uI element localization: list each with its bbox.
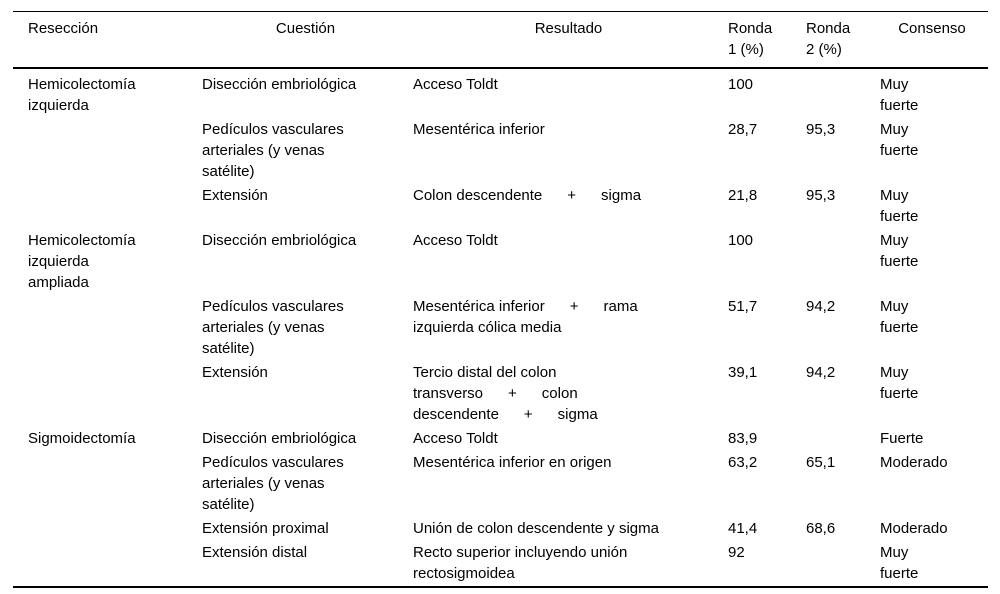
cell-reseccion: Hemicolectomía izquierda ampliada xyxy=(28,232,136,291)
table-header: Resección Cuestión Resultado Ronda 1 (%) Ron… xyxy=(13,11,988,69)
table-row: Pedículos vasculares arteriales (y venas… xyxy=(13,118,988,184)
cell-ronda-1: 100 xyxy=(728,232,754,249)
cell-cuestion: Extensión distal xyxy=(202,544,308,561)
cell-resultado: Mesentérica inferior en origen xyxy=(413,454,612,471)
cell-ronda-2: 68,6 xyxy=(806,520,836,537)
cell-ronda-2 xyxy=(806,427,880,451)
cell-ronda-2: 94,2 xyxy=(806,298,836,315)
cell-resultado: Acceso Toldt xyxy=(413,430,498,447)
cell-cuestion: Extensión xyxy=(202,187,268,204)
cell-ronda-1: 41,4 xyxy=(728,520,758,537)
cell-consenso: Muy fuerte xyxy=(880,298,919,336)
cell-cuestion: Disección embriológica xyxy=(202,76,357,93)
cell-reseccion xyxy=(13,295,202,361)
cell-ronda-1: 100 xyxy=(728,76,754,93)
cell-ronda-1: 51,7 xyxy=(728,298,758,315)
cell-ronda-1: 83,9 xyxy=(728,430,758,447)
cell-consenso: Muy fuerte xyxy=(880,232,919,270)
cell-ronda-2: 95,3 xyxy=(806,121,836,138)
header-row: Resección Cuestión Resultado Ronda 1 (%) Ron… xyxy=(13,11,988,69)
cell-resultado: Acceso Toldt xyxy=(413,76,498,93)
column-header-reseccion: Resección xyxy=(13,11,202,69)
cell-resultado: Unión de colon descendente y sigma xyxy=(413,520,659,537)
cell-reseccion: Sigmoidectomía xyxy=(28,430,136,447)
cell-reseccion xyxy=(13,361,202,427)
cell-reseccion: Hemicolectomía izquierda xyxy=(28,76,136,114)
cell-cuestion: Disección embriológica xyxy=(202,232,357,249)
cell-cuestion: Pedículos vasculares arteriales (y venas… xyxy=(202,121,344,180)
consensus-table: Resección Cuestión Resultado Ronda 1 (%) Ron… xyxy=(13,11,988,588)
cell-ronda-2 xyxy=(806,541,880,587)
cell-resultado: Recto superior incluyendo unión rectosig… xyxy=(413,544,628,582)
cell-consenso: Moderado xyxy=(880,454,948,471)
table-row: Extensión Tercio distal del colon transve… xyxy=(13,361,988,427)
cell-cuestion: Extensión proximal xyxy=(202,520,329,537)
cell-consenso: Muy fuerte xyxy=(880,544,919,582)
cell-ronda-2 xyxy=(806,68,880,118)
cell-consenso: Muy fuerte xyxy=(880,364,919,402)
cell-resultado: Acceso Toldt xyxy=(413,232,498,249)
cell-cuestion: Pedículos vasculares arteriales (y venas… xyxy=(202,298,344,357)
cell-reseccion xyxy=(13,517,202,541)
column-header-consenso: Consenso xyxy=(880,11,988,69)
cell-ronda-1: 63,2 xyxy=(728,454,758,471)
cell-reseccion xyxy=(13,184,202,229)
cell-ronda-2: 95,3 xyxy=(806,187,836,204)
column-header-ronda-1: Ronda 1 (%) xyxy=(728,11,806,69)
cell-consenso: Muy fuerte xyxy=(880,76,919,114)
cell-reseccion xyxy=(13,118,202,184)
column-header-cuestion: Cuestión xyxy=(202,11,413,69)
table-row: Hemicolectomía izquierda Disección embrio… xyxy=(13,68,988,118)
cell-ronda-2: 65,1 xyxy=(806,454,836,471)
table-row: Extensión Colon descendente + sigma 21,8 95… xyxy=(13,184,988,229)
cell-consenso: Muy fuerte xyxy=(880,187,919,225)
table-row: Hemicolectomía izquierda ampliada Disecci… xyxy=(13,229,988,295)
cell-ronda-1: 21,8 xyxy=(728,187,758,204)
table-row: Pedículos vasculares arteriales (y venas… xyxy=(13,295,988,361)
cell-consenso: Muy fuerte xyxy=(880,121,919,159)
cell-ronda-2 xyxy=(806,229,880,295)
column-header-ronda-2: Ronda 2 (%) xyxy=(806,11,880,69)
table-row: Sigmoidectomía Disección embriológica Acce… xyxy=(13,427,988,451)
cell-cuestion: Pedículos vasculares arteriales (y venas… xyxy=(202,454,344,513)
cell-resultado: Colon descendente + sigma xyxy=(413,187,642,204)
column-header-resultado: Resultado xyxy=(413,11,728,69)
cell-ronda-1: 28,7 xyxy=(728,121,758,138)
cell-consenso: Moderado xyxy=(880,520,948,537)
table-row: Extensión proximal Unión de colon descend… xyxy=(13,517,988,541)
table-row: Extensión distal Recto superior incluyend… xyxy=(13,541,988,587)
cell-cuestion: Extensión xyxy=(202,364,268,381)
cell-reseccion xyxy=(13,541,202,587)
cell-ronda-1: 39,1 xyxy=(728,364,758,381)
cell-resultado: Mesentérica inferior + rama izquierda có… xyxy=(413,298,638,336)
cell-ronda-2: 94,2 xyxy=(806,364,836,381)
cell-resultado: Tercio distal del colon transverso + col… xyxy=(413,364,598,423)
cell-reseccion xyxy=(13,451,202,517)
cell-ronda-1: 92 xyxy=(728,544,745,561)
cell-consenso: Fuerte xyxy=(880,430,924,447)
cell-cuestion: Disección embriológica xyxy=(202,430,357,447)
table-row: Pedículos vasculares arteriales (y venas… xyxy=(13,451,988,517)
table-body: Hemicolectomía izquierda Disección embrio… xyxy=(13,68,988,587)
cell-resultado: Mesentérica inferior xyxy=(413,121,545,138)
